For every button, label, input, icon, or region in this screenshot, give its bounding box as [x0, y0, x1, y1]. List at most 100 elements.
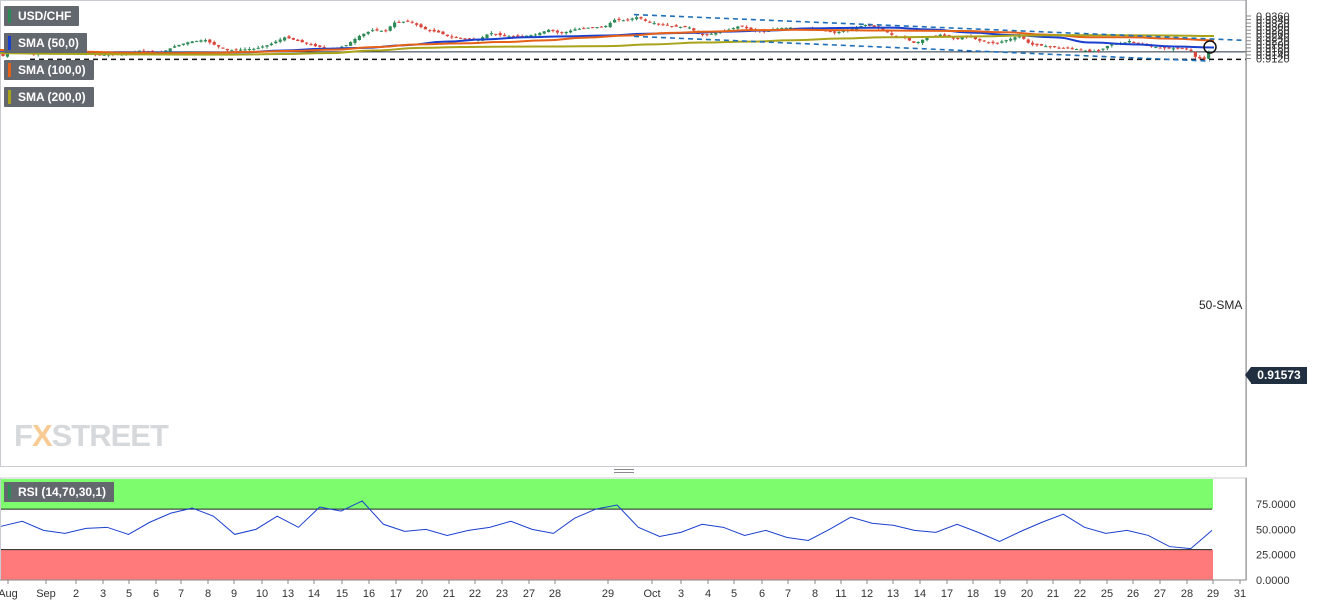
bearish-candle [208, 39, 212, 43]
bullish-candle [1171, 48, 1175, 50]
time-tick-label: Aug [0, 588, 18, 600]
bullish-candle [137, 50, 141, 52]
time-tick-label: 5 [731, 588, 737, 600]
bearish-candle [956, 37, 960, 39]
bullish-candle [595, 27, 599, 29]
time-tick-label: Sep [36, 588, 56, 600]
time-tick-label: 25 [1101, 588, 1113, 600]
time-tick-label: 14 [308, 588, 320, 600]
bearish-candle [309, 44, 313, 46]
time-tick-label: 2 [73, 588, 79, 600]
bullish-candle [525, 35, 529, 37]
bullish-candle [1207, 52, 1211, 59]
time-tick-label: 5 [126, 588, 132, 600]
bullish-candle [199, 40, 203, 42]
bullish-candle [789, 27, 793, 29]
time-tick-label: 13 [282, 588, 294, 600]
legend-rsi[interactable]: RSI (14,70,30,1) [4, 482, 115, 502]
bearish-candle [555, 30, 559, 33]
symbol-swatch [8, 9, 11, 23]
pane-splitter[interactable] [614, 469, 634, 475]
bearish-candle [657, 23, 661, 25]
bearish-candle [494, 33, 498, 35]
bearish-candle [441, 31, 445, 35]
sma-line-1 [0, 28, 1215, 55]
bearish-candle [872, 25, 876, 28]
bullish-candle [1127, 40, 1131, 43]
bearish-candle [406, 20, 410, 22]
bearish-candle [1180, 48, 1184, 50]
legend-sma100[interactable]: SMA (100,0) [4, 60, 94, 80]
bullish-candle [1009, 38, 1013, 41]
bearish-candle [991, 41, 995, 44]
bullish-candle [577, 28, 581, 30]
bearish-candle [463, 38, 467, 40]
bearish-candle [1189, 49, 1193, 51]
bullish-candle [247, 49, 251, 51]
bearish-candle [591, 27, 595, 29]
bullish-candle [542, 31, 546, 34]
bearish-candle [912, 41, 916, 43]
time-tick-label: 17 [941, 588, 953, 600]
rsi-overbought-band [1, 479, 1213, 510]
bullish-candle [401, 21, 405, 23]
bearish-candle [1158, 47, 1162, 49]
bullish-candle [164, 50, 168, 52]
bullish-candle [841, 30, 845, 32]
bullish-candle [837, 31, 841, 34]
bullish-candle [1044, 46, 1048, 48]
bullish-candle [344, 45, 348, 47]
bullish-candle [621, 20, 625, 22]
time-tick-label: 22 [1074, 588, 1086, 600]
bearish-candle [692, 28, 696, 31]
rsi-polyline [0, 500, 1213, 550]
rsi-tick-label: 25.0000 [1256, 550, 1296, 562]
bearish-candle [951, 37, 955, 39]
bullish-candle [269, 43, 273, 46]
bearish-candle [450, 36, 454, 38]
bullish-candle [1101, 48, 1105, 50]
bearish-candle [1176, 47, 1180, 49]
bearish-candle [582, 28, 586, 30]
bullish-candle [256, 47, 260, 49]
bullish-candle [252, 48, 256, 50]
price-tick-label: 0.9360 [1256, 11, 1290, 23]
bullish-candle [239, 49, 243, 51]
time-tick-label: 13 [887, 588, 899, 600]
bearish-candle [467, 38, 471, 40]
bullish-candle [274, 41, 278, 44]
time-tick-label: 22 [469, 588, 481, 600]
time-tick-label: 28 [549, 588, 561, 600]
bullish-candle [261, 46, 265, 48]
legend-symbol[interactable]: USD/CHF [4, 6, 80, 26]
rsi-tick-label: 75.0000 [1256, 499, 1296, 511]
bearish-candle [1202, 57, 1206, 60]
bearish-candle [234, 49, 238, 51]
bearish-candle [318, 45, 322, 47]
bullish-candle [564, 31, 568, 34]
bearish-candle [151, 50, 155, 53]
legend-symbol-label: USD/CHF [18, 9, 72, 23]
bearish-candle [1031, 42, 1035, 45]
bullish-candle [652, 23, 656, 25]
legend-sma100-label: SMA (100,0) [18, 63, 86, 77]
legend-sma50[interactable]: SMA (50,0) [4, 33, 87, 53]
bearish-candle [445, 34, 449, 37]
rsi-oversold-band [1, 549, 1213, 580]
bearish-candle [397, 21, 401, 23]
sma200-swatch [8, 90, 11, 104]
bearish-candle [432, 29, 436, 32]
watermark-f: F [14, 418, 33, 453]
legend-sma200[interactable]: SMA (200,0) [4, 87, 94, 107]
bearish-candle [437, 30, 441, 33]
time-tick-label: 26 [1127, 588, 1139, 600]
bullish-candle [489, 33, 493, 35]
bullish-candle [379, 30, 383, 32]
sma100-swatch [8, 63, 11, 77]
bearish-candle [1048, 46, 1052, 48]
time-tick-label: 16 [363, 588, 375, 600]
bullish-candle [190, 41, 194, 44]
time-tick-label: 3 [100, 588, 106, 600]
sma50-swatch [8, 36, 11, 50]
bearish-candle [415, 23, 419, 25]
